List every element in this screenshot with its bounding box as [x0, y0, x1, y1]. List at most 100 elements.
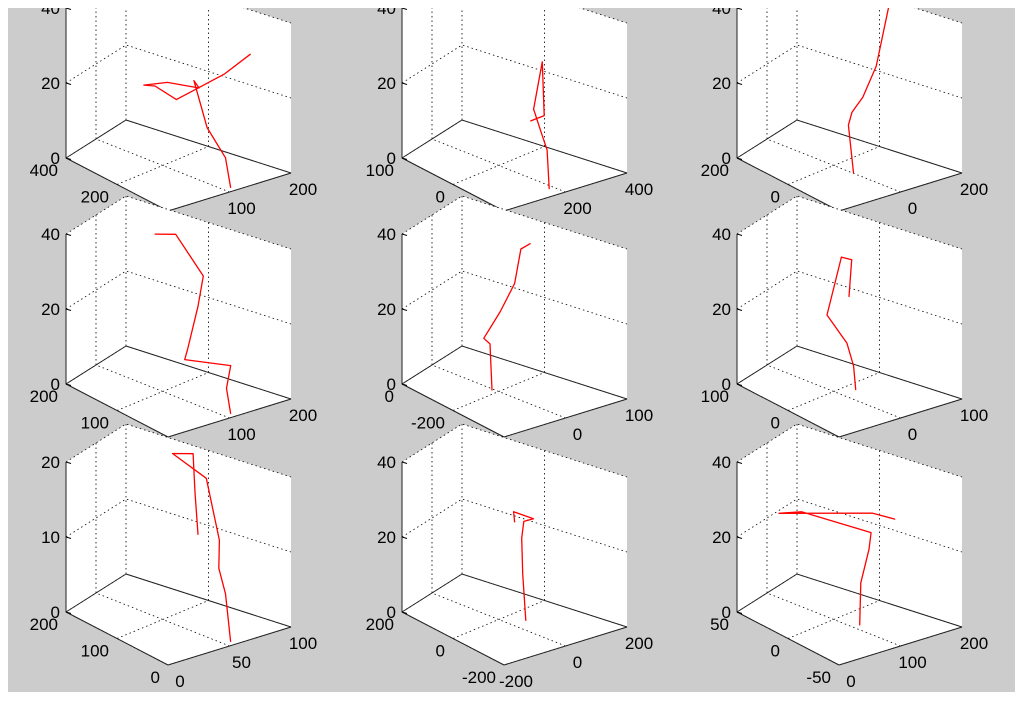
back-wall-right: [797, 8, 962, 173]
z-tick-label: 40: [41, 8, 60, 18]
z-tick-mark: [65, 383, 72, 386]
z-tick-mark: [736, 383, 743, 386]
floor-grid-line: [116, 600, 209, 639]
floor-back-edge: [65, 345, 292, 400]
z-tick-label: 40: [712, 453, 731, 472]
z-tick-mark: [401, 383, 408, 386]
y-axis: [736, 611, 840, 666]
z-grid-line: [65, 270, 292, 325]
z-tick-label: 40: [41, 225, 60, 244]
z-grid-line: [65, 498, 292, 553]
x-axis: [503, 172, 628, 212]
z-grid-line: [736, 423, 963, 478]
z-tick-mark: [65, 461, 72, 464]
x-tick-label: 200: [625, 634, 653, 653]
x-tick-label: 50: [232, 653, 251, 672]
z-tick-mark: [401, 82, 408, 85]
y-tick-label: 100: [81, 642, 109, 661]
y-axis: [401, 383, 505, 438]
subplot-grid: 020400200400010020002040-100010002004000…: [30, 8, 988, 691]
z-grid-line: [65, 195, 292, 250]
z-tick-label: 40: [712, 225, 731, 244]
trajectory-line-1: [847, 8, 890, 174]
floor-grid-line: [452, 146, 545, 185]
z-tick-label: 20: [377, 528, 396, 547]
floor-grid-line: [787, 146, 880, 185]
z-tick-mark: [736, 536, 743, 539]
z-tick-mark: [65, 611, 72, 614]
x-axis: [838, 172, 963, 212]
y-tick-label: 0: [771, 642, 780, 661]
x-tick-label: 100: [625, 406, 653, 425]
floor-grid-line: [95, 364, 230, 419]
z-grid-line: [736, 498, 963, 553]
floor-grid-line: [766, 138, 901, 193]
x-tick-label: 100: [289, 634, 317, 653]
z-tick-mark: [736, 233, 743, 236]
floor: [66, 120, 291, 211]
x-tick-label: 200: [563, 199, 591, 218]
z-tick-label: 0: [51, 603, 60, 622]
y-axis: [736, 157, 840, 212]
floor-grid-line: [787, 372, 880, 411]
z-tick-label: 20: [377, 300, 396, 319]
floor-grid-line: [431, 138, 566, 193]
floor: [402, 346, 627, 437]
floor-back-edge: [401, 119, 628, 174]
x-tick-label: 0: [908, 199, 917, 218]
z-grid-line: [401, 498, 628, 553]
back-wall-left: [66, 196, 126, 384]
z-tick-mark: [736, 611, 743, 614]
trajectory-line-1: [154, 233, 232, 415]
z-tick-mark: [65, 8, 72, 10]
z-grid-line: [401, 423, 628, 478]
x-axis: [503, 626, 628, 666]
x-tick-label: 0: [908, 425, 917, 444]
floor-grid-line: [431, 592, 566, 647]
trajectory-line-1: [530, 61, 550, 190]
floor-grid-line: [766, 592, 901, 647]
y-axis: [65, 157, 169, 212]
z-grid-line: [736, 44, 963, 99]
back-wall-left: [402, 424, 462, 612]
floor: [737, 574, 962, 665]
x-tick-label: 100: [960, 406, 988, 425]
y-tick-label: 200: [366, 615, 394, 634]
back-wall-left: [737, 8, 797, 158]
z-grid-line: [65, 423, 292, 478]
z-tick-mark: [736, 82, 743, 85]
floor-back-edge: [65, 119, 292, 174]
floor: [66, 346, 291, 437]
figure: 020400200400010020002040-100010002004000…: [8, 8, 1015, 692]
z-tick-label: 0: [51, 375, 60, 394]
back-wall-left: [402, 8, 462, 158]
x-axis: [167, 626, 292, 666]
y-tick-label: 200: [30, 615, 58, 634]
z-tick-mark: [401, 233, 408, 236]
floor-grid-line: [116, 372, 209, 411]
floor-back-edge: [736, 345, 963, 400]
z-tick-mark: [736, 157, 743, 160]
z-tick-label: 0: [387, 375, 396, 394]
back-wall-left: [66, 424, 126, 612]
back-wall-left: [737, 196, 797, 384]
back-wall-left: [402, 196, 462, 384]
z-tick-label: 20: [712, 74, 731, 93]
trajectory-line-1: [778, 511, 896, 626]
z-grid-line: [65, 44, 292, 99]
z-tick-label: 40: [377, 225, 396, 244]
x-axis: [167, 172, 292, 212]
z-tick-mark: [65, 233, 72, 236]
trajectory-line-1: [826, 256, 857, 391]
y-tick-label: 100: [366, 161, 394, 180]
subplot-1: 0204002004000100200: [30, 8, 317, 237]
y-tick-label: 0: [771, 414, 780, 433]
y-tick-label: 0: [771, 188, 780, 207]
floor-grid-line: [95, 138, 230, 193]
z-tick-label: 0: [387, 603, 396, 622]
z-tick-mark: [736, 461, 743, 464]
